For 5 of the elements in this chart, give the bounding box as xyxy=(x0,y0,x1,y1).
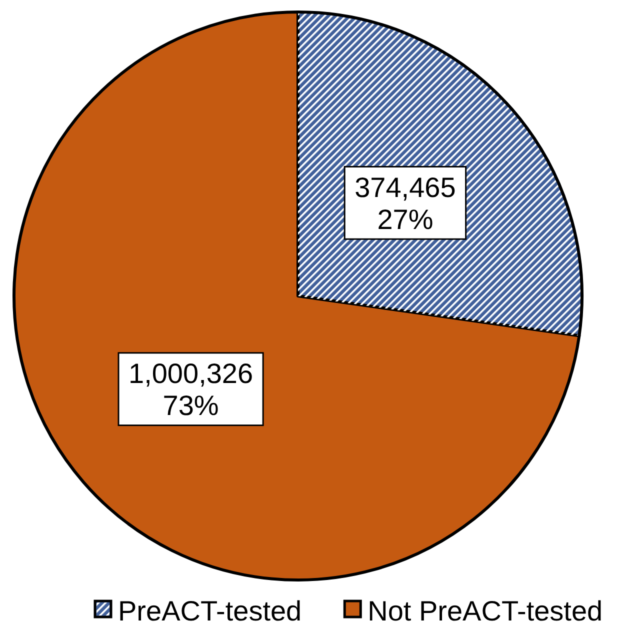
pie-slice xyxy=(12,10,581,582)
legend-label: PreACT-tested xyxy=(118,596,302,626)
data-label: 374,465 27% xyxy=(354,171,456,234)
data-label: 1,000,326 73% xyxy=(128,358,254,421)
legend-label: Not PreACT-tested xyxy=(368,596,603,626)
